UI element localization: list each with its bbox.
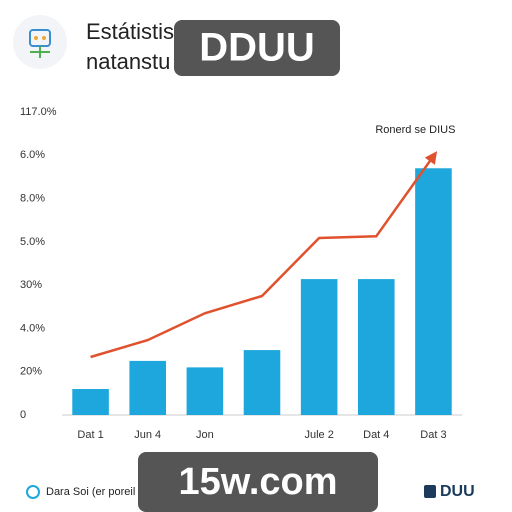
y-tick-label: 117.0% xyxy=(20,106,57,118)
app-icon xyxy=(13,15,67,69)
watermark: 15w.com xyxy=(178,461,337,503)
x-tick-label: Jule 2 xyxy=(304,429,333,441)
bar xyxy=(300,279,338,415)
y-tick-label: 4.0% xyxy=(20,322,45,334)
x-tick-label: Dat 4 xyxy=(363,429,389,441)
bar xyxy=(243,350,281,415)
watermark-box xyxy=(174,20,340,76)
x-tick-label: Jon xyxy=(196,429,214,441)
plot: 0 20% 4.0% 30% 5.0% 8.0% 6.0% 117.0% Dat 1 Jun 4 J… xyxy=(20,106,462,441)
x-tick-label: Dat 3 xyxy=(420,429,446,441)
watermark: DDUU xyxy=(199,26,315,70)
y-tick-label: 8.0% xyxy=(20,192,45,204)
watermark-box xyxy=(138,452,378,512)
legend-label: Dara Soi (er poreil xyxy=(46,486,135,498)
bar xyxy=(186,367,224,415)
legend-swatch xyxy=(26,485,40,499)
logo: DUU xyxy=(440,483,475,500)
bar xyxy=(358,279,395,415)
y-tick-label: 5.0% xyxy=(20,236,45,248)
bar xyxy=(415,168,452,415)
line xyxy=(90,151,438,359)
line-label: Ronerd se DIUS xyxy=(375,124,455,136)
y-tick-label: 20% xyxy=(20,366,42,378)
x-tick-label: Jun 4 xyxy=(134,429,161,441)
bar xyxy=(72,389,109,415)
y-tick-label: 0 xyxy=(20,409,26,421)
y-tick-label: 6.0% xyxy=(20,149,45,161)
bar xyxy=(129,360,166,415)
logo-icon xyxy=(424,485,436,498)
x-tick-label: Dat 1 xyxy=(77,429,103,441)
y-tick-label: 30% xyxy=(20,279,42,291)
